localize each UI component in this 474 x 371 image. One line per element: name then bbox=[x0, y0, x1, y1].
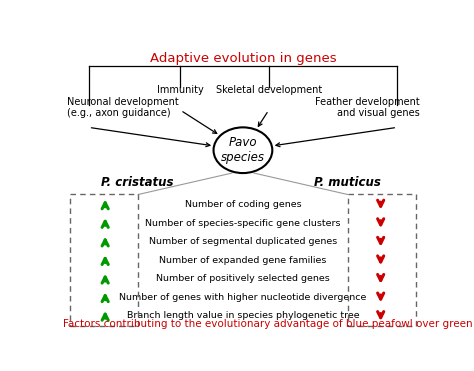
Text: Immunity: Immunity bbox=[157, 85, 204, 95]
Text: Pavo
species: Pavo species bbox=[221, 136, 265, 164]
Text: Number of segmental duplicated genes: Number of segmental duplicated genes bbox=[149, 237, 337, 246]
Text: Neuronal development
(e.g., axon guidance): Neuronal development (e.g., axon guidanc… bbox=[66, 96, 178, 118]
Text: Adaptive evolution in genes: Adaptive evolution in genes bbox=[150, 52, 336, 65]
Text: Number of genes with higher nucleotide divergence: Number of genes with higher nucleotide d… bbox=[119, 293, 366, 302]
Text: P. cristatus: P. cristatus bbox=[101, 176, 174, 189]
Text: Number of species-specific gene clusters: Number of species-specific gene clusters bbox=[145, 219, 341, 227]
Text: Number of positively selected genes: Number of positively selected genes bbox=[156, 274, 330, 283]
Text: P. muticus: P. muticus bbox=[314, 176, 381, 189]
Text: Number of coding genes: Number of coding genes bbox=[184, 200, 301, 209]
Text: Branch length value in species phylogenetic tree: Branch length value in species phylogene… bbox=[127, 311, 359, 321]
Text: Skeletal development: Skeletal development bbox=[216, 85, 322, 95]
Text: Feather development
and visual genes: Feather development and visual genes bbox=[315, 96, 419, 118]
Text: Factors contributing to the evolutionary advantage of blue peafowl over green pe: Factors contributing to the evolutionary… bbox=[63, 319, 474, 329]
Text: Number of expanded gene families: Number of expanded gene families bbox=[159, 256, 327, 265]
